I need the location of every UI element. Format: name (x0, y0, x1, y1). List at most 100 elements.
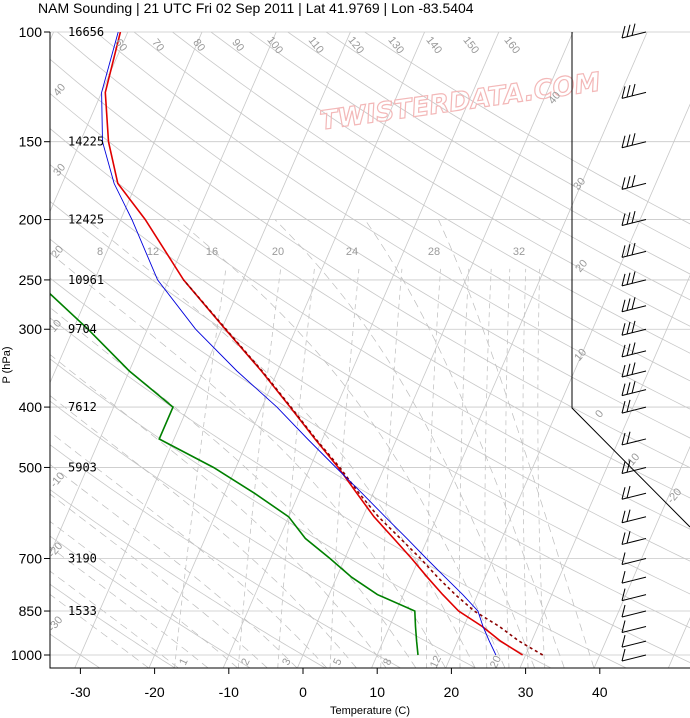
dry-adiabat-label: 80 (190, 37, 207, 54)
wind-barb (621, 320, 647, 336)
barb-flag (626, 509, 631, 522)
dry-adiabat-label: 70 (149, 37, 166, 54)
dry-adiabat (50, 164, 690, 562)
x-tick-label: 30 (518, 684, 534, 700)
height-label: 9704 (68, 322, 97, 336)
wind-barb (621, 620, 647, 633)
barb-flag (626, 531, 631, 544)
dry-adiabat (50, 277, 690, 664)
x-tick-label: 20 (444, 684, 460, 700)
wind-barbs (621, 23, 647, 662)
barb-flag (631, 133, 636, 146)
wind-barb (621, 431, 647, 446)
barb-flag (621, 487, 626, 500)
mixing-ratio-bottom-label: 2 (239, 657, 252, 668)
x-tick-label: 0 (299, 684, 307, 700)
watermark: TWISTERDATA.COM (318, 67, 604, 137)
barb-flag (626, 343, 631, 356)
barb-flag (626, 485, 631, 499)
wet-adiabat-left-label: 40 (51, 82, 68, 99)
barb-flag (621, 323, 626, 336)
barb-flag (621, 461, 626, 474)
barb-staff (621, 610, 647, 618)
barb-flag (626, 272, 631, 285)
moist-adiabat (86, 219, 476, 668)
barb-flag (621, 86, 626, 99)
mixing-ratio-bottom-label: 5 (331, 657, 344, 668)
series-dewpoint (50, 292, 419, 656)
wind-barb (621, 399, 647, 414)
moist-adiabat (50, 493, 268, 668)
barb-staff (621, 279, 647, 287)
barb-staff (621, 350, 647, 358)
x-tick-label: -10 (219, 684, 239, 700)
mixing-ratio-bottom-label: 1 (177, 657, 190, 668)
wet-adiabat-left-label: -30 (46, 614, 65, 634)
wet-adiabat-label: -20 (665, 486, 684, 506)
barb-flag (626, 244, 631, 257)
y-tick-label: 150 (19, 134, 43, 150)
barb-staff (621, 250, 647, 258)
moist-adiabat (50, 354, 387, 668)
isotherm (519, 274, 690, 668)
x-tick-label: 40 (592, 684, 608, 700)
barb-flag (631, 362, 636, 375)
wind-barb (621, 83, 647, 99)
barb-flag (621, 588, 626, 601)
dry-adiabat-label: 110 (306, 35, 326, 56)
wind-barb (621, 460, 647, 474)
height-label: 16656 (68, 25, 104, 39)
wet-adiabat-left-label: -10 (48, 470, 67, 490)
mixing-ratio-line (380, 268, 403, 668)
isotherm (50, 32, 129, 213)
mixing-ratio-label: 32 (513, 246, 525, 258)
mixing-ratio-label: 16 (206, 246, 218, 258)
wind-barb (621, 133, 647, 149)
barb-staff (621, 594, 647, 602)
isotherm (667, 617, 690, 668)
y-tick-label: 850 (19, 603, 43, 619)
y-tick-label: 200 (19, 212, 43, 228)
mixing-ratio-line (329, 268, 360, 668)
moist-adiabat (50, 252, 446, 668)
dry-adiabat (50, 583, 176, 668)
isotherm (222, 32, 500, 668)
barb-flag (621, 620, 626, 633)
wind-barb (621, 211, 647, 227)
x-tick-label: 10 (369, 684, 385, 700)
y-tick-label: 500 (19, 459, 43, 475)
moist-adiabat (50, 464, 298, 668)
dry-adiabat-label: 60 (112, 37, 129, 54)
wind-barb (621, 648, 647, 662)
barb-flag (621, 604, 626, 618)
barb-flag (621, 273, 626, 287)
barb-staff (621, 91, 647, 99)
dry-adiabat (56, 32, 690, 439)
barb-flag (626, 24, 631, 37)
barb-flag (631, 174, 636, 188)
wind-barb (621, 531, 647, 545)
barb-staff (621, 654, 647, 662)
plot-frame (49, 32, 690, 669)
isobars (50, 31, 690, 656)
moist-adiabat (438, 219, 595, 668)
hodograph-boundary (571, 32, 690, 528)
wet-adiabat-left-label: -20 (46, 540, 65, 560)
y-tick-label: 400 (19, 399, 43, 415)
moist-adiabat (50, 521, 239, 668)
isotherm (50, 32, 203, 384)
barb-flag (621, 364, 626, 378)
x-tick-label: -30 (70, 684, 90, 700)
series-temperature (104, 32, 524, 656)
profile-lines (50, 32, 544, 656)
isotherm (148, 32, 426, 668)
barb-staff (621, 640, 647, 648)
height-label: 10961 (68, 273, 104, 287)
wind-barb (621, 381, 647, 397)
barb-staff (621, 466, 647, 474)
barb-flag (621, 135, 626, 148)
barb-flag (621, 383, 626, 396)
barb-staff (621, 141, 647, 149)
height-label: 14225 (68, 135, 104, 149)
wind-barb (621, 571, 647, 584)
